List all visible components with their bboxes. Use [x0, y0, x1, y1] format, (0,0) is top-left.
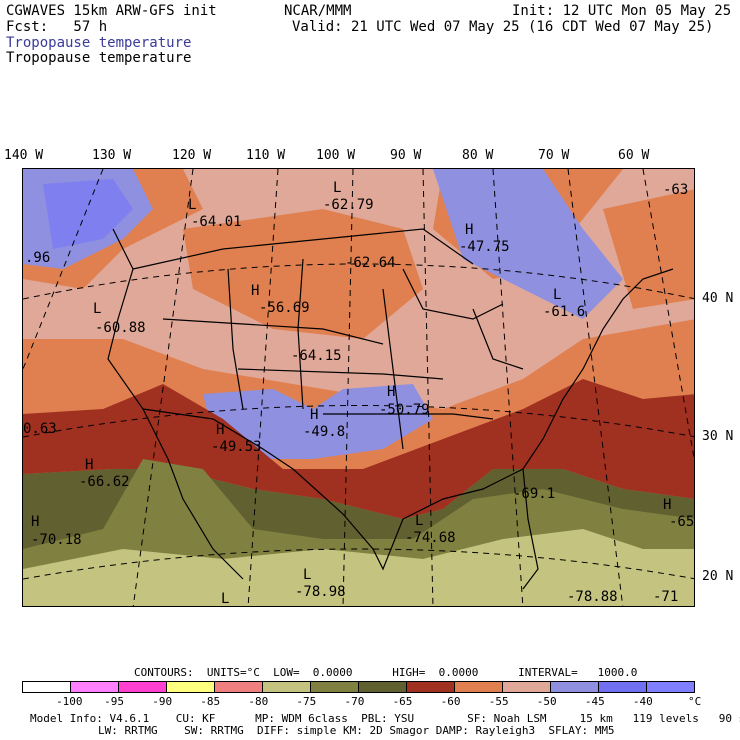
- contour-value: -66.62: [79, 474, 130, 490]
- legend-unit: °C: [688, 695, 702, 708]
- organization: NCAR/MMM: [284, 3, 352, 19]
- pressure-center-type: H: [465, 222, 473, 238]
- tropopause-temperature-field: L -64.01 L -62.79 -62.64 H -47.75 -63 .9…: [23, 169, 694, 607]
- init-time: Init: 12 UTC Mon 05 May 25: [512, 3, 732, 19]
- contour-value: -49.8: [303, 424, 345, 440]
- field-region-khaki: [23, 529, 694, 606]
- pressure-center-type: H: [85, 457, 93, 473]
- legend-color-cell: [407, 682, 455, 692]
- lon-label: 100 W: [316, 148, 356, 163]
- contour-value: -62.64: [345, 255, 396, 271]
- contour-value: -63: [663, 182, 688, 198]
- contour-value: -78.98: [295, 584, 346, 600]
- lon-label: 60 W: [618, 148, 650, 163]
- legend-tick-label: -45: [584, 695, 605, 708]
- contour-value: -64.01: [191, 214, 242, 230]
- lat-label: 30 N: [702, 429, 734, 444]
- legend-color-cell: [359, 682, 407, 692]
- contour-value: -78.88: [567, 589, 618, 605]
- legend-color-cell: [23, 682, 71, 692]
- pressure-center-type: L: [221, 591, 229, 607]
- legend-color-cell: [215, 682, 263, 692]
- contour-value: -69.1: [513, 486, 555, 502]
- field-region-darkred: [23, 379, 694, 519]
- lon-label: 80 W: [462, 148, 494, 163]
- legend-tick-label: -60: [440, 695, 461, 708]
- lat-label: 40 N: [702, 291, 734, 306]
- contour-value: -56.69: [259, 300, 310, 316]
- forecast-hour: Fcst: 57 h: [6, 19, 108, 35]
- legend-tick-label: -55: [488, 695, 509, 708]
- contour-value: -64.15: [291, 348, 342, 364]
- contour-value: -65: [669, 514, 694, 530]
- legend-color-cell: [551, 682, 599, 692]
- legend-color-cell: [647, 682, 694, 692]
- color-legend-bar: [22, 681, 695, 693]
- valid-time: Valid: 21 UTC Wed 07 May 25 (16 CDT Wed …: [292, 19, 714, 35]
- field-title-1: Tropopause temperature: [6, 35, 192, 51]
- field-region-blue-dark: [43, 179, 133, 249]
- legend-tick-label: -80: [248, 695, 269, 708]
- field-region-orange: [183, 209, 423, 339]
- lat-label: 20 N: [702, 569, 734, 584]
- pressure-center-type: L: [188, 197, 196, 213]
- field-region-blue: [433, 169, 623, 319]
- field-region-blue: [203, 384, 433, 459]
- legend-tick-label: -85: [200, 695, 221, 708]
- weather-map: L -64.01 L -62.79 -62.64 H -47.75 -63 .9…: [22, 168, 695, 607]
- field-title-2: Tropopause temperature: [6, 50, 192, 66]
- contour-value: -50.79: [379, 402, 430, 418]
- legend-color-cell: [503, 682, 551, 692]
- contour-value: -60.88: [95, 320, 146, 336]
- contour-value: -71: [653, 589, 678, 605]
- lon-label: 70 W: [538, 148, 570, 163]
- model-info-line: Model Info: V4.6.1 CU: KF MP: WDM 6class…: [30, 712, 740, 725]
- pressure-center-type: L: [415, 513, 423, 529]
- pressure-center-type: H: [251, 283, 259, 299]
- pressure-center-type: H: [310, 407, 318, 423]
- pressure-center-type: H: [663, 497, 671, 513]
- legend-color-cell: [167, 682, 215, 692]
- legend-tick-label: -95: [104, 695, 125, 708]
- legend-tick-label: -50: [536, 695, 557, 708]
- legend-tick-label: -100: [56, 695, 83, 708]
- contour-value: -70.18: [31, 532, 82, 548]
- pressure-center-type: L: [93, 301, 101, 317]
- legend-color-cell: [311, 682, 359, 692]
- contour-value: -62.79: [323, 197, 374, 213]
- pressure-center-type: H: [216, 422, 224, 438]
- model-title: CGWAVES 15km ARW-GFS init: [6, 3, 217, 19]
- contour-value: -47.75: [459, 239, 510, 255]
- lon-label: 140 W: [4, 148, 44, 163]
- pressure-center-type: L: [303, 567, 311, 583]
- lon-label: 130 W: [92, 148, 132, 163]
- legend-tick-label: -90: [152, 695, 173, 708]
- pressure-center-type: H: [387, 384, 395, 400]
- physics-info-line: LW: RRTMG SW: RRTMG DIFF: simple KM: 2D …: [98, 724, 615, 737]
- legend-tick-label: -70: [344, 695, 365, 708]
- pressure-center-type: L: [553, 287, 561, 303]
- legend-color-cell: [455, 682, 503, 692]
- legend-color-cell: [71, 682, 119, 692]
- legend-tick-label: -40: [632, 695, 653, 708]
- legend-color-cell: [119, 682, 167, 692]
- contour-value: -74.68: [405, 530, 456, 546]
- lon-label: 90 W: [390, 148, 422, 163]
- legend-color-cell: [263, 682, 311, 692]
- legend-tick-label: -75: [296, 695, 317, 708]
- pressure-center-type: L: [333, 180, 341, 196]
- contour-value: .96: [25, 250, 50, 266]
- coastlines: [107, 228, 674, 590]
- pressure-center-type: H: [31, 514, 39, 530]
- lat-lon-grid: [23, 169, 694, 606]
- contours-info: CONTOURS: UNITS=°C LOW= 0.0000 HIGH= 0.0…: [134, 666, 638, 679]
- legend-tick-label: -65: [392, 695, 413, 708]
- lon-label: 120 W: [172, 148, 212, 163]
- contour-value: -61.6: [543, 304, 585, 320]
- field-region-orange: [603, 189, 694, 309]
- lon-label: 110 W: [246, 148, 286, 163]
- legend-color-cell: [599, 682, 647, 692]
- contour-value: 0.63: [23, 421, 57, 437]
- contour-value: -49.53: [211, 439, 262, 455]
